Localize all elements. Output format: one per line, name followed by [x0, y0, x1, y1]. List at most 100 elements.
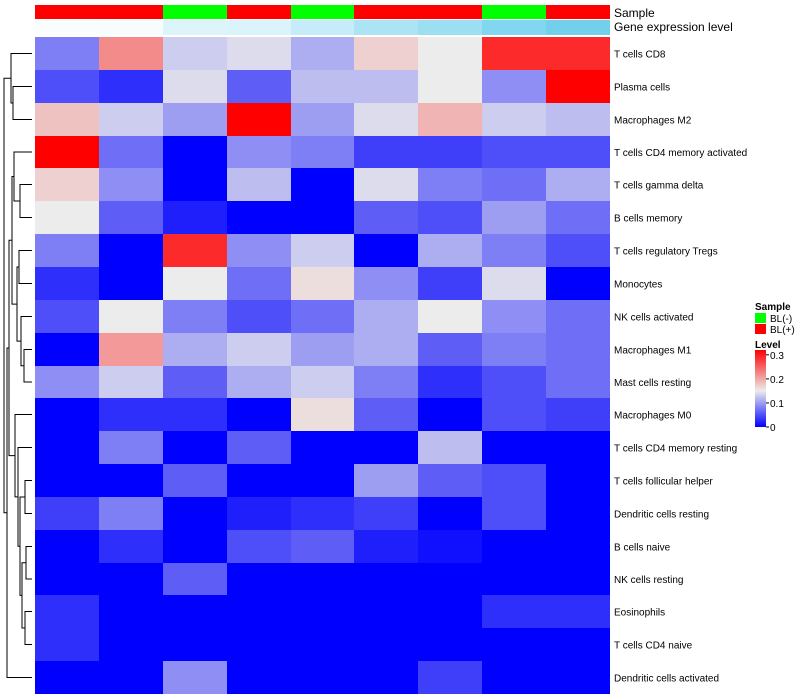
heatmap-cell [546, 168, 610, 201]
heatmap-cell [354, 103, 418, 136]
heatmap-cell [291, 300, 354, 333]
heatmap-cell [546, 464, 610, 497]
legend-level-tick-label: 0 [770, 423, 776, 434]
heatmap-cell [291, 103, 354, 136]
row-label: T cells CD4 memory resting [614, 444, 737, 455]
annotation-label-gene-expression: Gene expression level [614, 20, 733, 34]
row-label: Dendritic cells resting [614, 510, 709, 521]
legend-level-ticks: 0.3 0.2 0.1 0 [766, 351, 784, 434]
heatmap-cell [99, 333, 163, 366]
heatmap-cell [482, 37, 546, 70]
heatmap-cell [354, 661, 418, 694]
annotation-sample-cell [482, 5, 546, 19]
heatmap-cell [291, 661, 354, 694]
heatmap-cell [99, 398, 163, 431]
heatmap-cell [482, 103, 546, 136]
annotation-gene-level-cell [546, 20, 610, 35]
legend-level-tick-label: 0.1 [770, 399, 784, 410]
heatmap-cell [227, 70, 291, 103]
heatmap-cell [35, 497, 99, 530]
heatmap-cell [482, 70, 546, 103]
heatmap-cell [35, 70, 99, 103]
heatmap-cell [99, 70, 163, 103]
heatmap-cell [227, 300, 291, 333]
heatmap-cell [99, 267, 163, 300]
heatmap-cell [35, 366, 99, 398]
heatmap-cell [418, 136, 482, 168]
annotation-gene-level-cell [354, 20, 418, 35]
heatmap-cell [546, 661, 610, 694]
heatmap-cell [482, 563, 546, 595]
heatmap-cell [546, 267, 610, 300]
heatmap-cell [99, 366, 163, 398]
heatmap-cell [227, 136, 291, 168]
heatmap-cell [227, 103, 291, 136]
heatmap-cell [227, 464, 291, 497]
heatmap-cell [546, 595, 610, 628]
heatmap-cell [35, 300, 99, 333]
heatmap-cell [291, 595, 354, 628]
heatmap-cell [163, 103, 227, 136]
heatmap-cell [482, 464, 546, 497]
heatmap-cell [418, 70, 482, 103]
heatmap-cell [163, 300, 227, 333]
heatmap-cell [35, 661, 99, 694]
heatmap-cell [291, 563, 354, 595]
heatmap-cell [99, 136, 163, 168]
heatmap-cell [227, 366, 291, 398]
heatmap-cell [482, 234, 546, 267]
heatmap-cell [354, 70, 418, 103]
heatmap-cell [163, 530, 227, 563]
heatmap-cell [291, 530, 354, 563]
heatmap-cell [546, 530, 610, 563]
heatmap-cell [482, 661, 546, 694]
heatmap-cell [354, 300, 418, 333]
heatmap-cell [99, 628, 163, 661]
heatmap-cell [227, 530, 291, 563]
row-label: T cells regulatory Tregs [614, 247, 718, 258]
row-label: Dendritic cells activated [614, 674, 719, 685]
heatmap-cell [163, 136, 227, 168]
dendrogram-branch [24, 611, 32, 645]
heatmap-cell [163, 234, 227, 267]
annotation-sample-cell [354, 5, 418, 19]
heatmap-cell [546, 563, 610, 595]
heatmap-cell [291, 398, 354, 431]
row-label: Monocytes [614, 280, 662, 291]
heatmap-cell [99, 168, 163, 201]
row-label: B cells naive [614, 543, 671, 554]
heatmap-cell [354, 333, 418, 366]
row-label: NK cells resting [614, 575, 683, 586]
heatmap-cell [99, 234, 163, 267]
legend-level-tick-label: 0.2 [770, 375, 784, 386]
legend-sample-label-bl-minus: BL(-) [770, 314, 792, 325]
heatmap-cell [354, 464, 418, 497]
heatmap-cell [354, 497, 418, 530]
heatmap-cell [35, 201, 99, 234]
annotation-sample-cell [546, 5, 610, 19]
row-label: Macrophages M1 [614, 346, 692, 357]
annotation-sample-cell [418, 5, 482, 19]
heatmap-cell [546, 103, 610, 136]
heatmap-cell [35, 37, 99, 70]
heatmap-cell [291, 628, 354, 661]
heatmap-cell [418, 661, 482, 694]
heatmap-cell [482, 201, 546, 234]
row-label: B cells memory [614, 214, 682, 225]
row-label: T cells gamma delta [614, 181, 704, 192]
heatmap-cell [418, 431, 482, 464]
heatmap-cell [354, 136, 418, 168]
heatmap-cell [482, 530, 546, 563]
heatmap-cell [418, 267, 482, 300]
annotation-sample-cell [227, 5, 291, 19]
heatmap-cell [227, 333, 291, 366]
heatmap-cell [354, 563, 418, 595]
heatmap-cell [99, 103, 163, 136]
annotation-gene-level-cell [482, 20, 546, 35]
annotation-gene-level-cell [227, 20, 291, 35]
heatmap-cell [35, 398, 99, 431]
heatmap-cell [546, 136, 610, 168]
heatmap-cell [163, 267, 227, 300]
heatmap-cell [546, 300, 610, 333]
heatmap-cell [418, 497, 482, 530]
